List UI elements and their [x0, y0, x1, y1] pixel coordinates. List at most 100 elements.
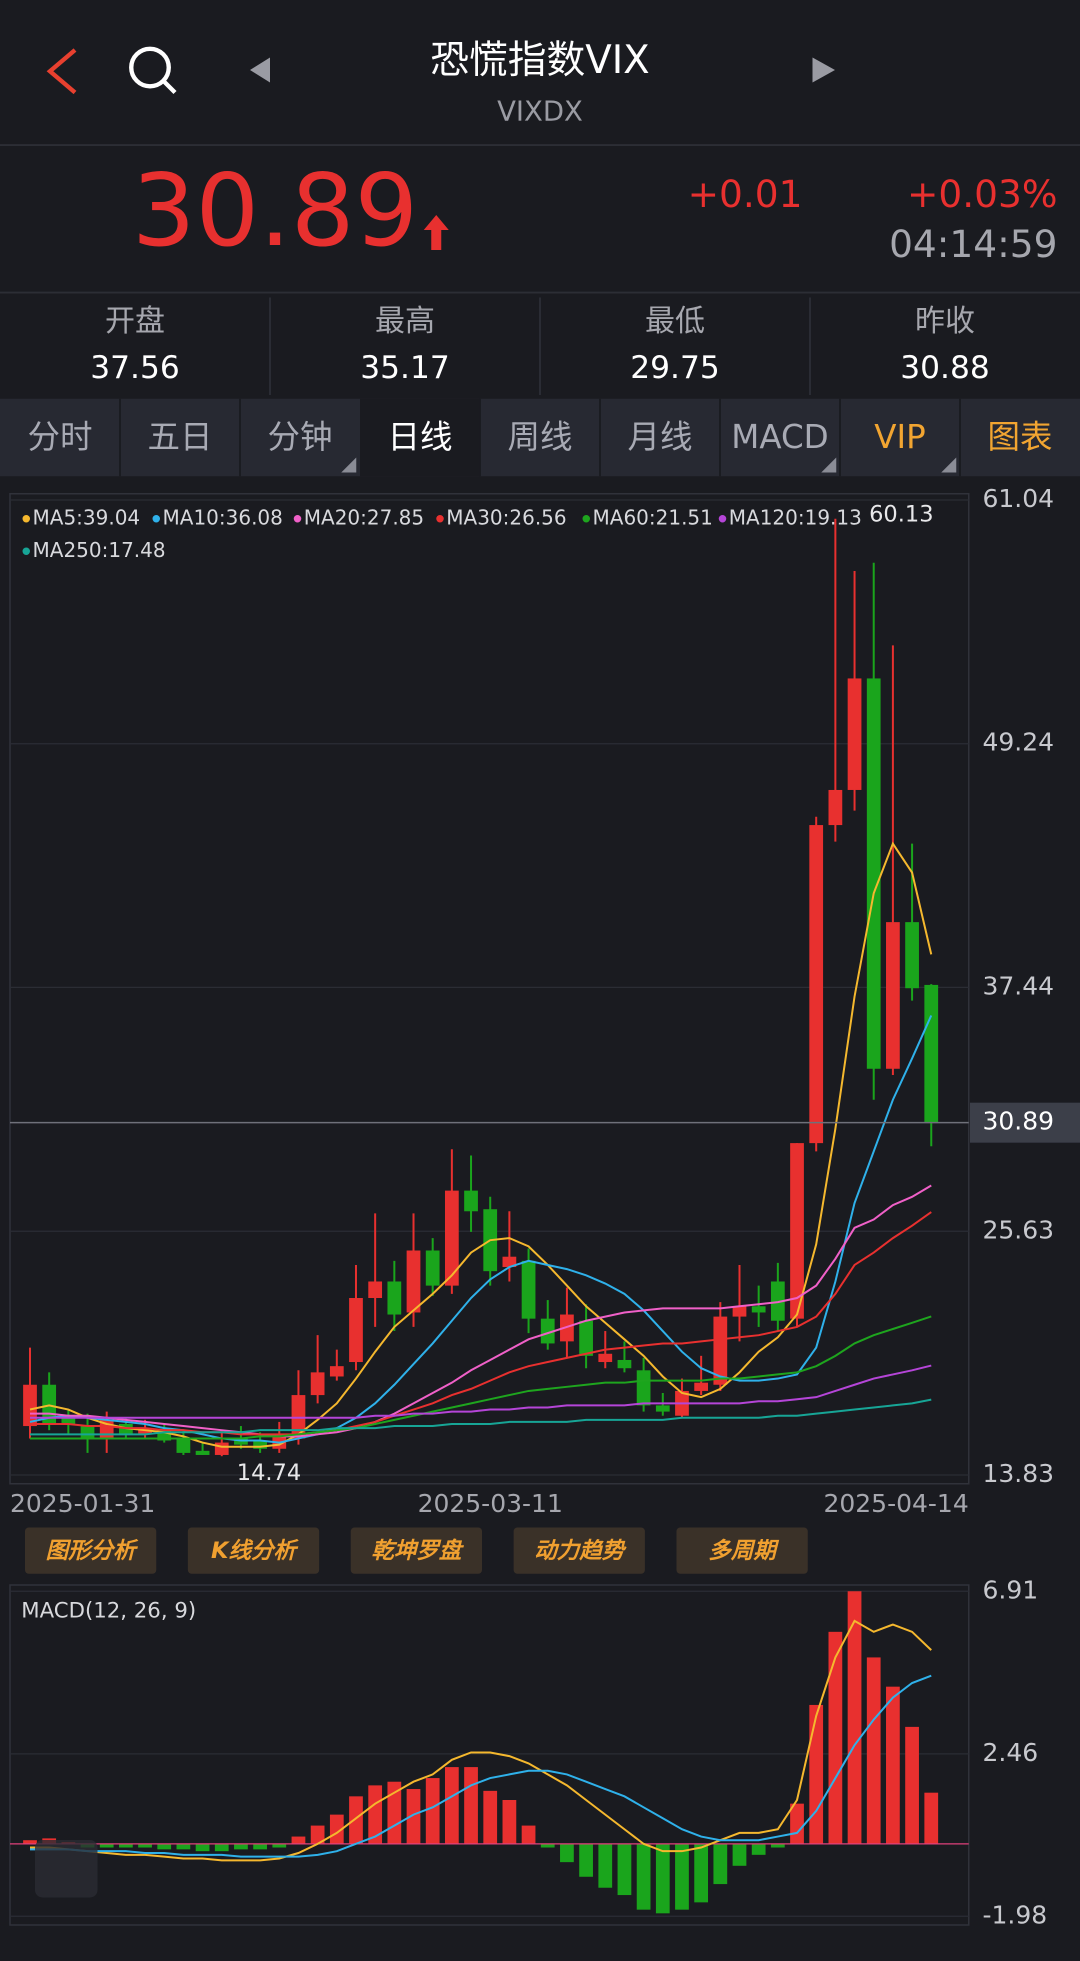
- y-tick-label: -1.98: [983, 1900, 1048, 1929]
- stat-value: 37.56: [90, 350, 179, 386]
- stats: 开盘 37.56 最高 35.17 最低 29.75 昨收 30.88: [90, 297, 990, 395]
- x-tick-label: 2025-04-14: [823, 1489, 968, 1518]
- macd-bar: [770, 1843, 785, 1848]
- stat-value: 30.88: [900, 350, 989, 386]
- candle-body: [464, 1190, 478, 1212]
- macd-bar: [464, 1767, 478, 1844]
- macd-bar: [425, 1778, 440, 1844]
- legend-entry: MA30:26.56: [446, 505, 566, 529]
- macd-bar: [866, 1657, 881, 1844]
- legend-dot: [293, 515, 302, 523]
- macd-bar: [636, 1843, 651, 1910]
- candle-body: [636, 1370, 651, 1406]
- macd-bar: [694, 1843, 709, 1903]
- y-tick-label: 2.46: [983, 1738, 1039, 1767]
- candle-body: [157, 1430, 172, 1441]
- candle-body: [694, 1382, 709, 1391]
- macd-bar: [809, 1704, 824, 1844]
- macd-bar: [828, 1631, 843, 1844]
- floating-button[interactable]: [35, 1840, 98, 1898]
- candle-body: [214, 1442, 229, 1455]
- candle-body: [828, 789, 843, 826]
- tool-button[interactable]: [25, 1527, 157, 1574]
- macd-bar: [886, 1686, 900, 1844]
- candle-body: [138, 1428, 152, 1435]
- candle-body: [732, 1306, 747, 1317]
- legend-dot: [22, 547, 31, 555]
- tab[interactable]: 分钟: [267, 418, 332, 456]
- macd-bar: [540, 1843, 555, 1848]
- y-tick-label: 49.24: [983, 728, 1055, 757]
- macd-title: MACD(12, 26, 9): [21, 1598, 196, 1623]
- macd-bar: [790, 1803, 804, 1844]
- legend-entry: MA250:17.48: [33, 538, 166, 562]
- candle-body: [310, 1372, 325, 1396]
- tool-label: 乾坤罗盘: [371, 1538, 465, 1564]
- code: VIXDX: [497, 96, 583, 128]
- macd-bar: [368, 1785, 383, 1844]
- tool-button[interactable]: [187, 1527, 320, 1574]
- price-chart: 61.04 49.24 37.44 25.63 13.83 MA5:39.04 MA10:3…: [9, 484, 1080, 1518]
- candle-body: [253, 1440, 267, 1449]
- candle-body: [655, 1405, 670, 1412]
- stat-value: 35.17: [360, 350, 449, 386]
- price: 30.89: [132, 152, 418, 269]
- macd-bar: [157, 1843, 172, 1850]
- macd-bar: [502, 1799, 517, 1844]
- macd-bar: [560, 1843, 574, 1863]
- legend-dot: [718, 515, 727, 523]
- high-annotation: 60.13: [869, 502, 933, 528]
- candle-body: [119, 1423, 133, 1435]
- tab[interactable]: 五日: [147, 418, 212, 456]
- plot-frame: [9, 492, 970, 1485]
- macd-bar: [138, 1843, 152, 1848]
- macd-bar: [521, 1825, 536, 1844]
- candle-body: [617, 1359, 632, 1369]
- tool-button[interactable]: [350, 1527, 482, 1574]
- tool-label: 多周期: [708, 1538, 779, 1564]
- macd-bar: [176, 1843, 191, 1850]
- macd-line: [30, 1619, 932, 1862]
- ma-line: [30, 1364, 932, 1419]
- time: 04:14:59: [889, 222, 1057, 266]
- macd-bar: [713, 1843, 728, 1885]
- macd-bar: [483, 1790, 498, 1844]
- candle-body: [61, 1417, 76, 1424]
- candle-body: [598, 1353, 613, 1363]
- macd-bar: [99, 1843, 114, 1848]
- tab[interactable]: 图表: [987, 418, 1052, 456]
- candle-body: [751, 1306, 766, 1313]
- tool-button[interactable]: [676, 1527, 808, 1574]
- tab[interactable]: VIP: [874, 418, 925, 456]
- candle-body: [886, 922, 900, 1069]
- tab-menu-indicator: [941, 457, 957, 473]
- search-button[interactable]: [129, 46, 177, 95]
- tool-button[interactable]: [513, 1527, 645, 1574]
- tool-label: 图形分析: [46, 1538, 140, 1564]
- tab[interactable]: 月线: [627, 418, 692, 456]
- candle-body: [329, 1366, 344, 1377]
- legend-entry: MA120:19.13: [729, 505, 862, 529]
- tab[interactable]: MACD: [731, 418, 828, 456]
- candle-body: [387, 1281, 402, 1315]
- macd-bar: [655, 1843, 670, 1914]
- tab-menu-indicator: [341, 457, 357, 473]
- back-button[interactable]: [46, 48, 77, 95]
- next-button[interactable]: [812, 57, 836, 83]
- legend-entry: MA10:36.08: [163, 505, 283, 529]
- macd-bar: [924, 1792, 939, 1844]
- candle-body: [540, 1318, 555, 1344]
- prev-button[interactable]: [250, 57, 270, 83]
- macd-bar: [291, 1836, 306, 1844]
- legend-dot: [436, 515, 444, 523]
- candle-body: [406, 1250, 421, 1313]
- tool-label: K线分析: [211, 1538, 299, 1564]
- macd-bar: [272, 1843, 287, 1848]
- candle-body: [924, 984, 939, 1123]
- search-icon: [129, 46, 171, 89]
- tab[interactable]: 日线: [387, 418, 452, 456]
- tab[interactable]: 分时: [27, 418, 92, 456]
- macd-bar: [234, 1843, 248, 1850]
- tab[interactable]: 周线: [507, 418, 572, 456]
